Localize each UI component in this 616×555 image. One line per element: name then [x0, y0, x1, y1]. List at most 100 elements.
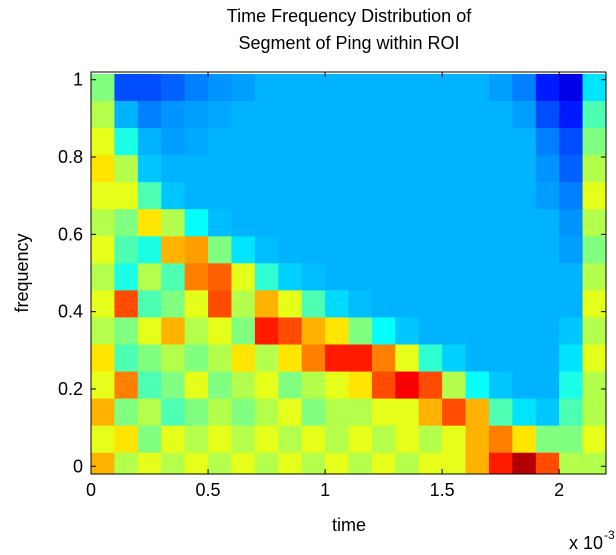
heatmap-cell — [418, 73, 443, 102]
heatmap-cell — [512, 236, 537, 264]
heatmap-cell — [488, 317, 513, 346]
heatmap-cell — [442, 128, 467, 156]
heatmap-cell — [512, 398, 537, 427]
heatmap-cell — [488, 398, 513, 427]
heatmap-cell — [278, 263, 303, 291]
heatmap-cell — [442, 100, 467, 129]
heatmap-cell — [114, 344, 139, 373]
heatmap-cell — [208, 128, 233, 156]
heatmap-cell — [161, 317, 186, 346]
heatmap-cell — [535, 209, 560, 237]
heatmap-cell — [348, 182, 373, 210]
heatmap-cell — [137, 371, 162, 400]
heatmap-cell — [91, 317, 116, 346]
heatmap-cell — [161, 182, 186, 210]
heatmap-cell — [582, 128, 606, 156]
heatmap-cell — [231, 317, 256, 346]
heatmap-cell — [395, 182, 420, 210]
x-tick-label: 1 — [320, 480, 330, 500]
heatmap-cell — [371, 371, 396, 400]
heatmap-cell — [278, 100, 303, 129]
heatmap-cell — [114, 425, 139, 454]
heatmap-cell — [395, 209, 420, 237]
heatmap-cell — [208, 398, 233, 427]
heatmap-cell — [395, 263, 420, 291]
heatmap-cell — [325, 155, 350, 183]
heatmap — [91, 73, 606, 474]
heatmap-cell — [208, 344, 233, 373]
heatmap-cell — [161, 73, 186, 102]
heatmap-cell — [254, 344, 279, 373]
y-tick-label: 0 — [73, 456, 83, 476]
heatmap-cell — [559, 128, 584, 156]
heatmap-cell — [512, 425, 537, 454]
heatmap-cell — [301, 317, 326, 346]
heatmap-cell — [535, 425, 560, 454]
heatmap-cell — [395, 317, 420, 346]
heatmap-cell — [231, 263, 256, 291]
heatmap-cell — [582, 155, 606, 183]
heatmap-cell — [208, 236, 233, 264]
heatmap-cell — [301, 182, 326, 210]
heatmap-cell — [278, 317, 303, 346]
heatmap-cell — [301, 290, 326, 319]
heatmap-cell — [535, 371, 560, 400]
heatmap-cell — [184, 263, 209, 291]
heatmap-cell — [465, 398, 490, 427]
heatmap-cell — [161, 452, 186, 474]
heatmap-cell — [512, 209, 537, 237]
heatmap-cell — [348, 100, 373, 129]
heatmap-cell — [488, 236, 513, 264]
heatmap-cell — [301, 425, 326, 454]
heatmap-cell — [418, 100, 443, 129]
heatmap-cell — [348, 317, 373, 346]
heatmap-cell — [254, 182, 279, 210]
heatmap-cell — [418, 371, 443, 400]
x-tick-label: 2 — [554, 480, 564, 500]
heatmap-cell — [442, 209, 467, 237]
heatmap-cell — [231, 182, 256, 210]
heatmap-cell — [465, 371, 490, 400]
heatmap-cell — [512, 155, 537, 183]
heatmap-cell — [114, 290, 139, 319]
heatmap-cell — [254, 371, 279, 400]
heatmap-cell — [137, 73, 162, 102]
heatmap-cell — [535, 317, 560, 346]
heatmap-cell — [325, 425, 350, 454]
heatmap-cell — [161, 128, 186, 156]
heatmap-cell — [418, 425, 443, 454]
heatmap-cell — [301, 263, 326, 291]
heatmap-cell — [465, 344, 490, 373]
heatmap-cell — [348, 73, 373, 102]
heatmap-cell — [208, 290, 233, 319]
heatmap-cell — [512, 344, 537, 373]
heatmap-cell — [254, 317, 279, 346]
heatmap-cell — [442, 425, 467, 454]
heatmap-cell — [465, 425, 490, 454]
heatmap-cell — [161, 371, 186, 400]
heatmap-cell — [278, 128, 303, 156]
heatmap-cell — [325, 209, 350, 237]
heatmap-cell — [582, 263, 606, 291]
heatmap-cell — [559, 263, 584, 291]
heatmap-cell — [395, 290, 420, 319]
heatmap-cell — [301, 100, 326, 129]
heatmap-cell — [559, 73, 584, 102]
heatmap-cell — [137, 100, 162, 129]
heatmap-cell — [254, 263, 279, 291]
heatmap-cell — [465, 317, 490, 346]
heatmap-cell — [418, 290, 443, 319]
heatmap-cell — [231, 398, 256, 427]
heatmap-cell — [371, 73, 396, 102]
plot-frame — [90, 71, 607, 475]
heatmap-cell — [371, 209, 396, 237]
heatmap-cell — [559, 290, 584, 319]
heatmap-cell — [231, 128, 256, 156]
heatmap-cell — [348, 344, 373, 373]
heatmap-cell — [231, 209, 256, 237]
heatmap-cell — [488, 290, 513, 319]
heatmap-cell — [231, 344, 256, 373]
heatmap-cell — [91, 128, 116, 156]
heatmap-cell — [559, 236, 584, 264]
heatmap-cell — [348, 371, 373, 400]
